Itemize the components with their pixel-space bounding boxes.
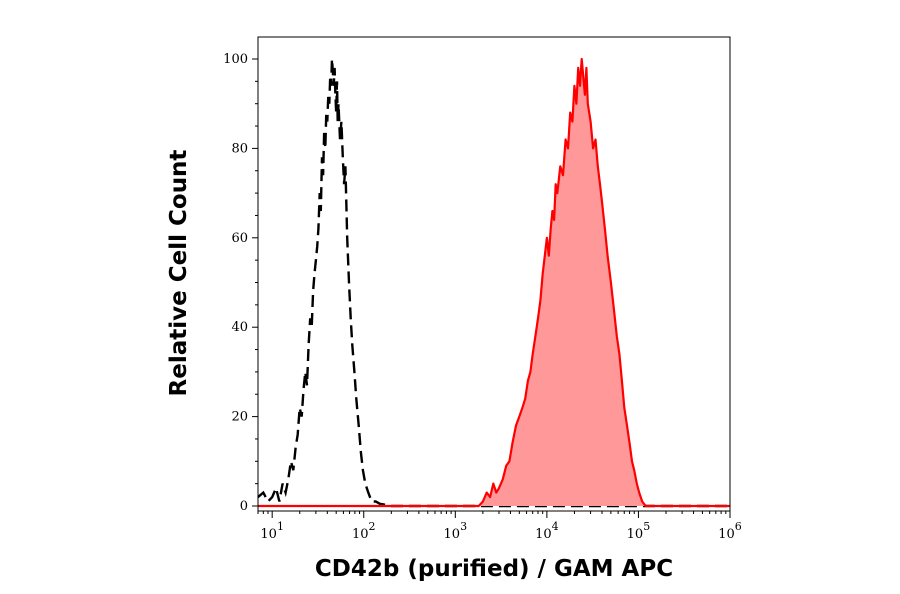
y-axis-title: Relative Cell Count (166, 150, 192, 397)
x-tick-label: 105 (627, 520, 651, 542)
series-1-line (258, 57, 730, 508)
axes: 0 20 40 60 80 100 101 102 103 104 105 106 (223, 36, 742, 542)
y-tick-label: 60 (231, 231, 248, 246)
plot-area (257, 57, 730, 508)
x-tick-label: 101 (260, 520, 284, 542)
x-tick-label: 104 (535, 520, 559, 542)
y-tick-label: 80 (231, 141, 248, 156)
y-tick-label: 40 (231, 320, 248, 335)
plot-frame (257, 36, 731, 512)
x-tick-label: 106 (718, 520, 742, 542)
y-tick-label: 0 (240, 499, 248, 514)
x-tick-label: 103 (444, 520, 468, 542)
series-0-line (257, 58, 730, 508)
y-tick-label: 100 (223, 52, 248, 67)
x-tick-label: 102 (352, 520, 376, 542)
y-tick-label: 20 (231, 410, 248, 425)
series-1-area (258, 59, 730, 506)
x-axis-title: CD42b (purified) / GAM APC (315, 556, 673, 582)
